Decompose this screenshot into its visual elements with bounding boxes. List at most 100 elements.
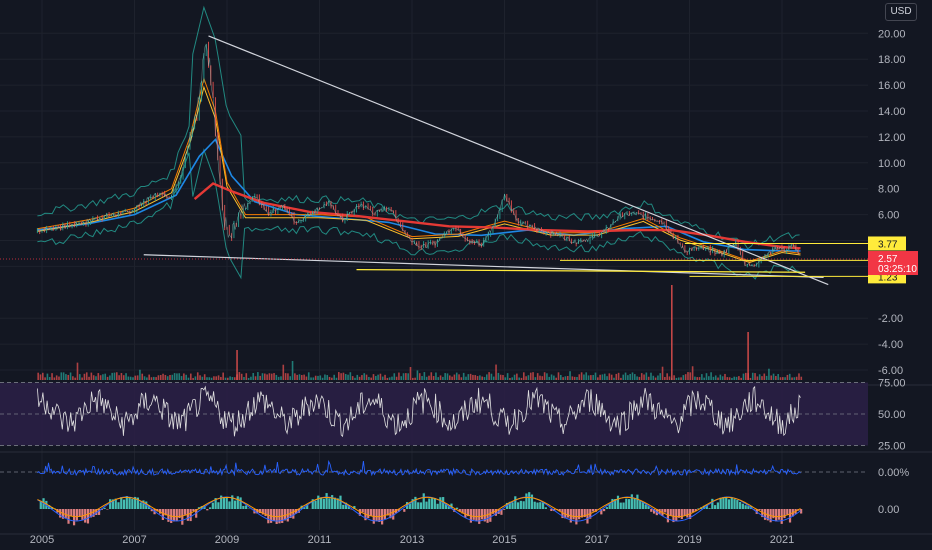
volume-bar [731,377,733,380]
volume-bar [72,376,74,380]
momentum-tick-label: 0.00% [878,467,909,479]
volume-bar [303,374,305,380]
macd-histogram-bar [572,509,575,520]
momentum-pane [0,459,868,477]
volume-bar [634,374,636,380]
volume-bar [613,377,615,380]
volume-bar [488,372,490,380]
price-axis[interactable]: 20.0018.0016.0014.0012.0010.008.006.004.… [878,28,909,516]
macd-histogram-bar [381,509,384,525]
volume-bar [590,375,592,380]
volume-bar [580,372,583,380]
volume-bar [356,374,359,380]
macd-histogram-bar [772,509,775,519]
volume-bar [585,372,588,380]
macd-histogram-bar [245,505,248,509]
macd-histogram-bar [464,509,467,518]
volume-bar [421,376,423,380]
volume-bar [199,375,201,380]
volume-bar [333,374,335,380]
volume-bar [335,377,338,380]
macd-histogram-bar [267,509,270,524]
macd-histogram-bar [680,509,683,520]
volume-bar [564,376,567,380]
volume-bar [738,376,740,380]
macd-histogram-bar [92,509,95,517]
macd-histogram-bar [630,494,633,509]
volume-bar [90,372,93,380]
volume-spike [671,285,673,380]
volume-bar [583,374,585,380]
volume-bar [768,368,770,380]
macd-histogram-bar [722,497,725,509]
macd-histogram-bar [81,509,84,520]
volume-bar [213,376,215,380]
macd-histogram-bar [211,502,214,509]
volume-bar [717,377,719,380]
volume-bar [363,373,366,380]
macd-histogram-bar [367,509,370,519]
volume-bar [492,376,495,380]
currency-button[interactable]: USD [885,3,917,21]
volume-bar [742,373,745,380]
volume-bar [777,374,779,380]
macd-histogram-bar [425,501,428,509]
volume-bar [472,374,474,380]
volume-bar [423,372,426,380]
volume-bar [116,372,118,380]
volume-bar [192,377,194,380]
volume-bar [398,372,400,380]
volume-bar [372,374,375,380]
macd-histogram-bar [475,509,478,521]
volume-bar [684,374,687,380]
time-axis[interactable]: 2005 2007 2009 2011 2013 2015 2017 2019 2021 [30,534,794,546]
volume-bar [301,375,303,380]
volume-bar [324,374,326,380]
macd-histogram-bar [392,509,395,520]
macd-histogram-bar [714,505,717,509]
volume-bar [358,376,361,380]
volume-bar [795,376,798,380]
macd-histogram-bar [741,503,744,509]
volume-bar [331,377,333,380]
macd-histogram-bar [378,509,381,522]
volume-bar [569,371,571,380]
volume-bar [592,375,594,380]
volume-bar [42,372,44,380]
volume-bar [365,374,368,380]
volume-bar [791,377,793,380]
horizontal-levels[interactable] [0,242,868,277]
volume-bar [51,373,53,380]
volume-bar [631,372,634,380]
volume-bar [162,373,164,380]
volume-bar [673,375,675,380]
macd-histogram-bar [461,509,464,514]
macd-histogram-bar [233,500,237,509]
trendline[interactable] [356,269,806,273]
volume-bar [275,374,278,380]
volume-bar [677,377,680,380]
time-tick-label: 2009 [215,534,239,546]
volume-bar [571,376,574,380]
volume-bar [620,377,622,380]
macd-histogram-bar [725,497,728,509]
macd-histogram-bar [131,498,134,509]
macd-histogram-bar [619,502,622,509]
volume-bar [661,366,664,380]
volume-bars [37,285,803,380]
time-tick-label: 2015 [492,534,516,546]
volume-bar [169,375,171,380]
volume-bar [120,373,123,380]
rsi-pane [0,382,868,446]
volume-bar [39,374,42,380]
volume-bar [763,373,766,380]
volume-bar [481,376,483,380]
macd-histogram-bar [783,509,786,519]
volume-bar [132,377,134,380]
macd-histogram-bar [508,501,511,509]
macd-histogram-bar [541,502,545,509]
volume-bar [474,375,477,380]
trendline[interactable] [143,254,824,279]
volume-bar [201,376,204,380]
